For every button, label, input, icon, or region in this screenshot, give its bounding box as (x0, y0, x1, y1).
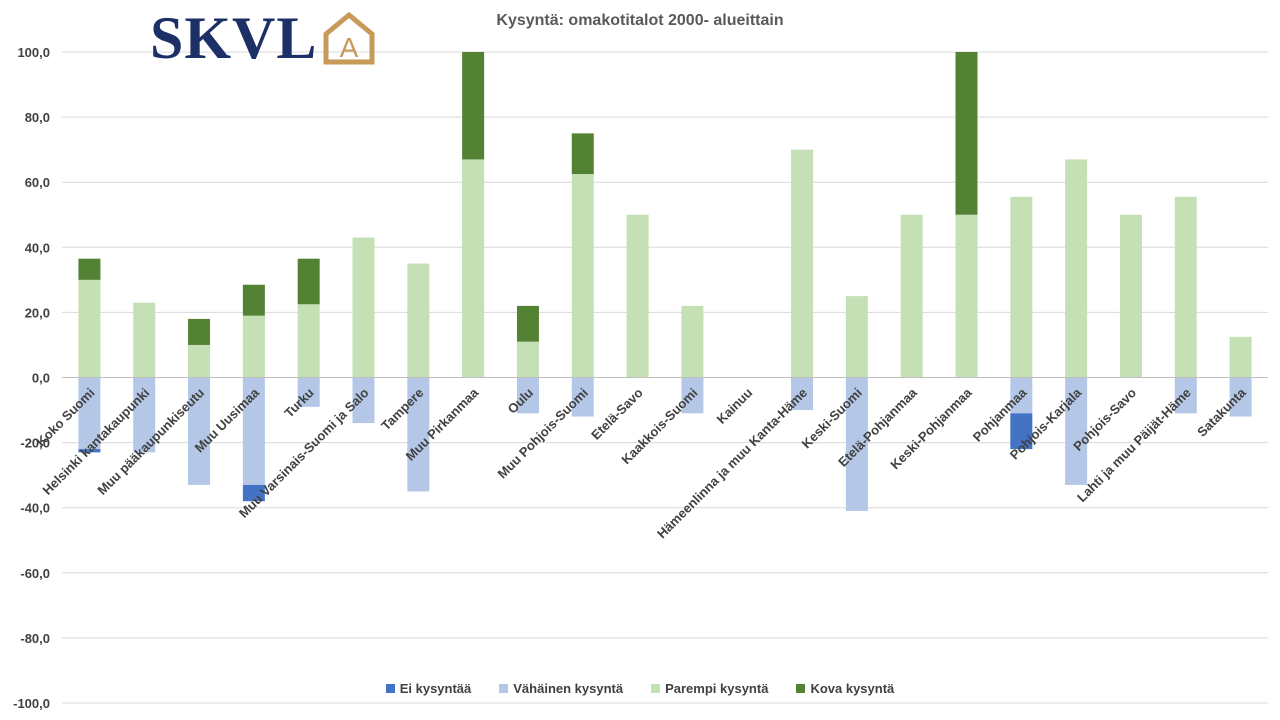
legend-item: Vähäinen kysyntä (499, 681, 623, 696)
y-tick-label: -60,0 (20, 566, 50, 581)
bar-segment (791, 377, 814, 411)
bar-segment (78, 279, 101, 378)
bar-segment (571, 174, 594, 378)
bar-segment (242, 377, 265, 485)
bar-segment (1065, 159, 1088, 378)
legend-swatch (499, 684, 509, 693)
bar-segment (845, 377, 868, 511)
bar-segment (242, 284, 265, 316)
y-tick-label: 100,0 (17, 45, 50, 60)
logo-text: SKVL (150, 5, 318, 71)
bar-segment (462, 159, 485, 378)
bar-segment (78, 377, 101, 450)
x-tick-label: Muu Pohjois-Suomi (494, 385, 590, 481)
y-tick-label: -100,0 (13, 696, 50, 711)
bar-segment (955, 52, 978, 215)
bar-segment (1229, 377, 1252, 417)
y-tick-label: -20,0 (20, 436, 50, 451)
bar-segment (571, 377, 594, 417)
bar-segment (407, 377, 430, 492)
y-tick-label: 0,0 (32, 371, 50, 386)
legend-swatch (651, 684, 661, 693)
bar-segment (681, 377, 704, 414)
legend-item: Ei kysyntää (385, 681, 472, 696)
bar-segment (626, 214, 649, 378)
bar-segment (1065, 377, 1088, 485)
bar-segment (1119, 214, 1142, 378)
bar-segment (571, 133, 594, 175)
bar-segment (78, 449, 101, 453)
bar-segment (352, 237, 375, 378)
legend-label: Kova kysyntä (810, 681, 895, 696)
y-tick-label: 40,0 (25, 240, 50, 255)
y-tick-label: 80,0 (25, 110, 50, 125)
bar-segment (845, 296, 868, 378)
bar-segment (1174, 196, 1197, 378)
house-icon: A (323, 11, 375, 65)
bar-segment (900, 214, 923, 378)
bar-segment (681, 305, 704, 378)
y-tick-label: -40,0 (20, 501, 50, 516)
bar-segment (462, 52, 485, 160)
chart-title: Kysyntä: omakotitalot 2000- alueittain (496, 12, 784, 29)
bar-segment (1174, 377, 1197, 414)
legend-label: Vähäinen kysyntä (513, 681, 624, 696)
bar-segment (242, 315, 265, 378)
x-tick-label: Lahti ja muu Päijät-Häme (1074, 385, 1194, 505)
y-tick-label: -80,0 (20, 631, 50, 646)
bar-segment (352, 377, 375, 424)
legend-label: Parempi kysyntä (665, 681, 769, 696)
y-tick-label: 20,0 (25, 305, 50, 320)
x-tick-label: Kainuu (714, 385, 756, 427)
bar-segment (516, 341, 539, 378)
chart-legend: Ei kysyntää Vähäinen kysyntä Parempi kysyn… (0, 681, 1280, 696)
brand-logo: SKVL A (150, 6, 377, 70)
legend-swatch (385, 684, 395, 693)
bar-segment (133, 377, 156, 453)
bar-segment (955, 214, 978, 378)
bar-segment (516, 305, 539, 342)
bar-segment (407, 263, 430, 378)
y-tick-label: 60,0 (25, 175, 50, 190)
bar-segment (1010, 413, 1033, 450)
legend-label: Ei kysyntää (399, 681, 472, 696)
bar-segment (188, 318, 211, 345)
legend-item: Parempi kysyntä (651, 681, 768, 696)
bar-segment (133, 302, 156, 378)
bar-segment (1010, 377, 1033, 414)
x-tick-label: Etelä-Savo (588, 385, 646, 443)
legend-swatch (796, 684, 806, 693)
bar-segment (242, 484, 265, 502)
logo-mark-letter: A (340, 32, 359, 63)
bar-segment (297, 304, 320, 378)
bar-segment (516, 377, 539, 414)
bar-segment (188, 377, 211, 485)
bar-segment (791, 149, 814, 378)
bars (78, 52, 1252, 511)
bar-segment (188, 344, 211, 378)
legend-item: Kova kysyntä (796, 681, 894, 696)
bar-segment (78, 258, 101, 280)
bar-segment (1229, 336, 1252, 378)
bar-segment (1010, 196, 1033, 378)
bar-segment (297, 377, 320, 407)
bar-segment (297, 258, 320, 305)
